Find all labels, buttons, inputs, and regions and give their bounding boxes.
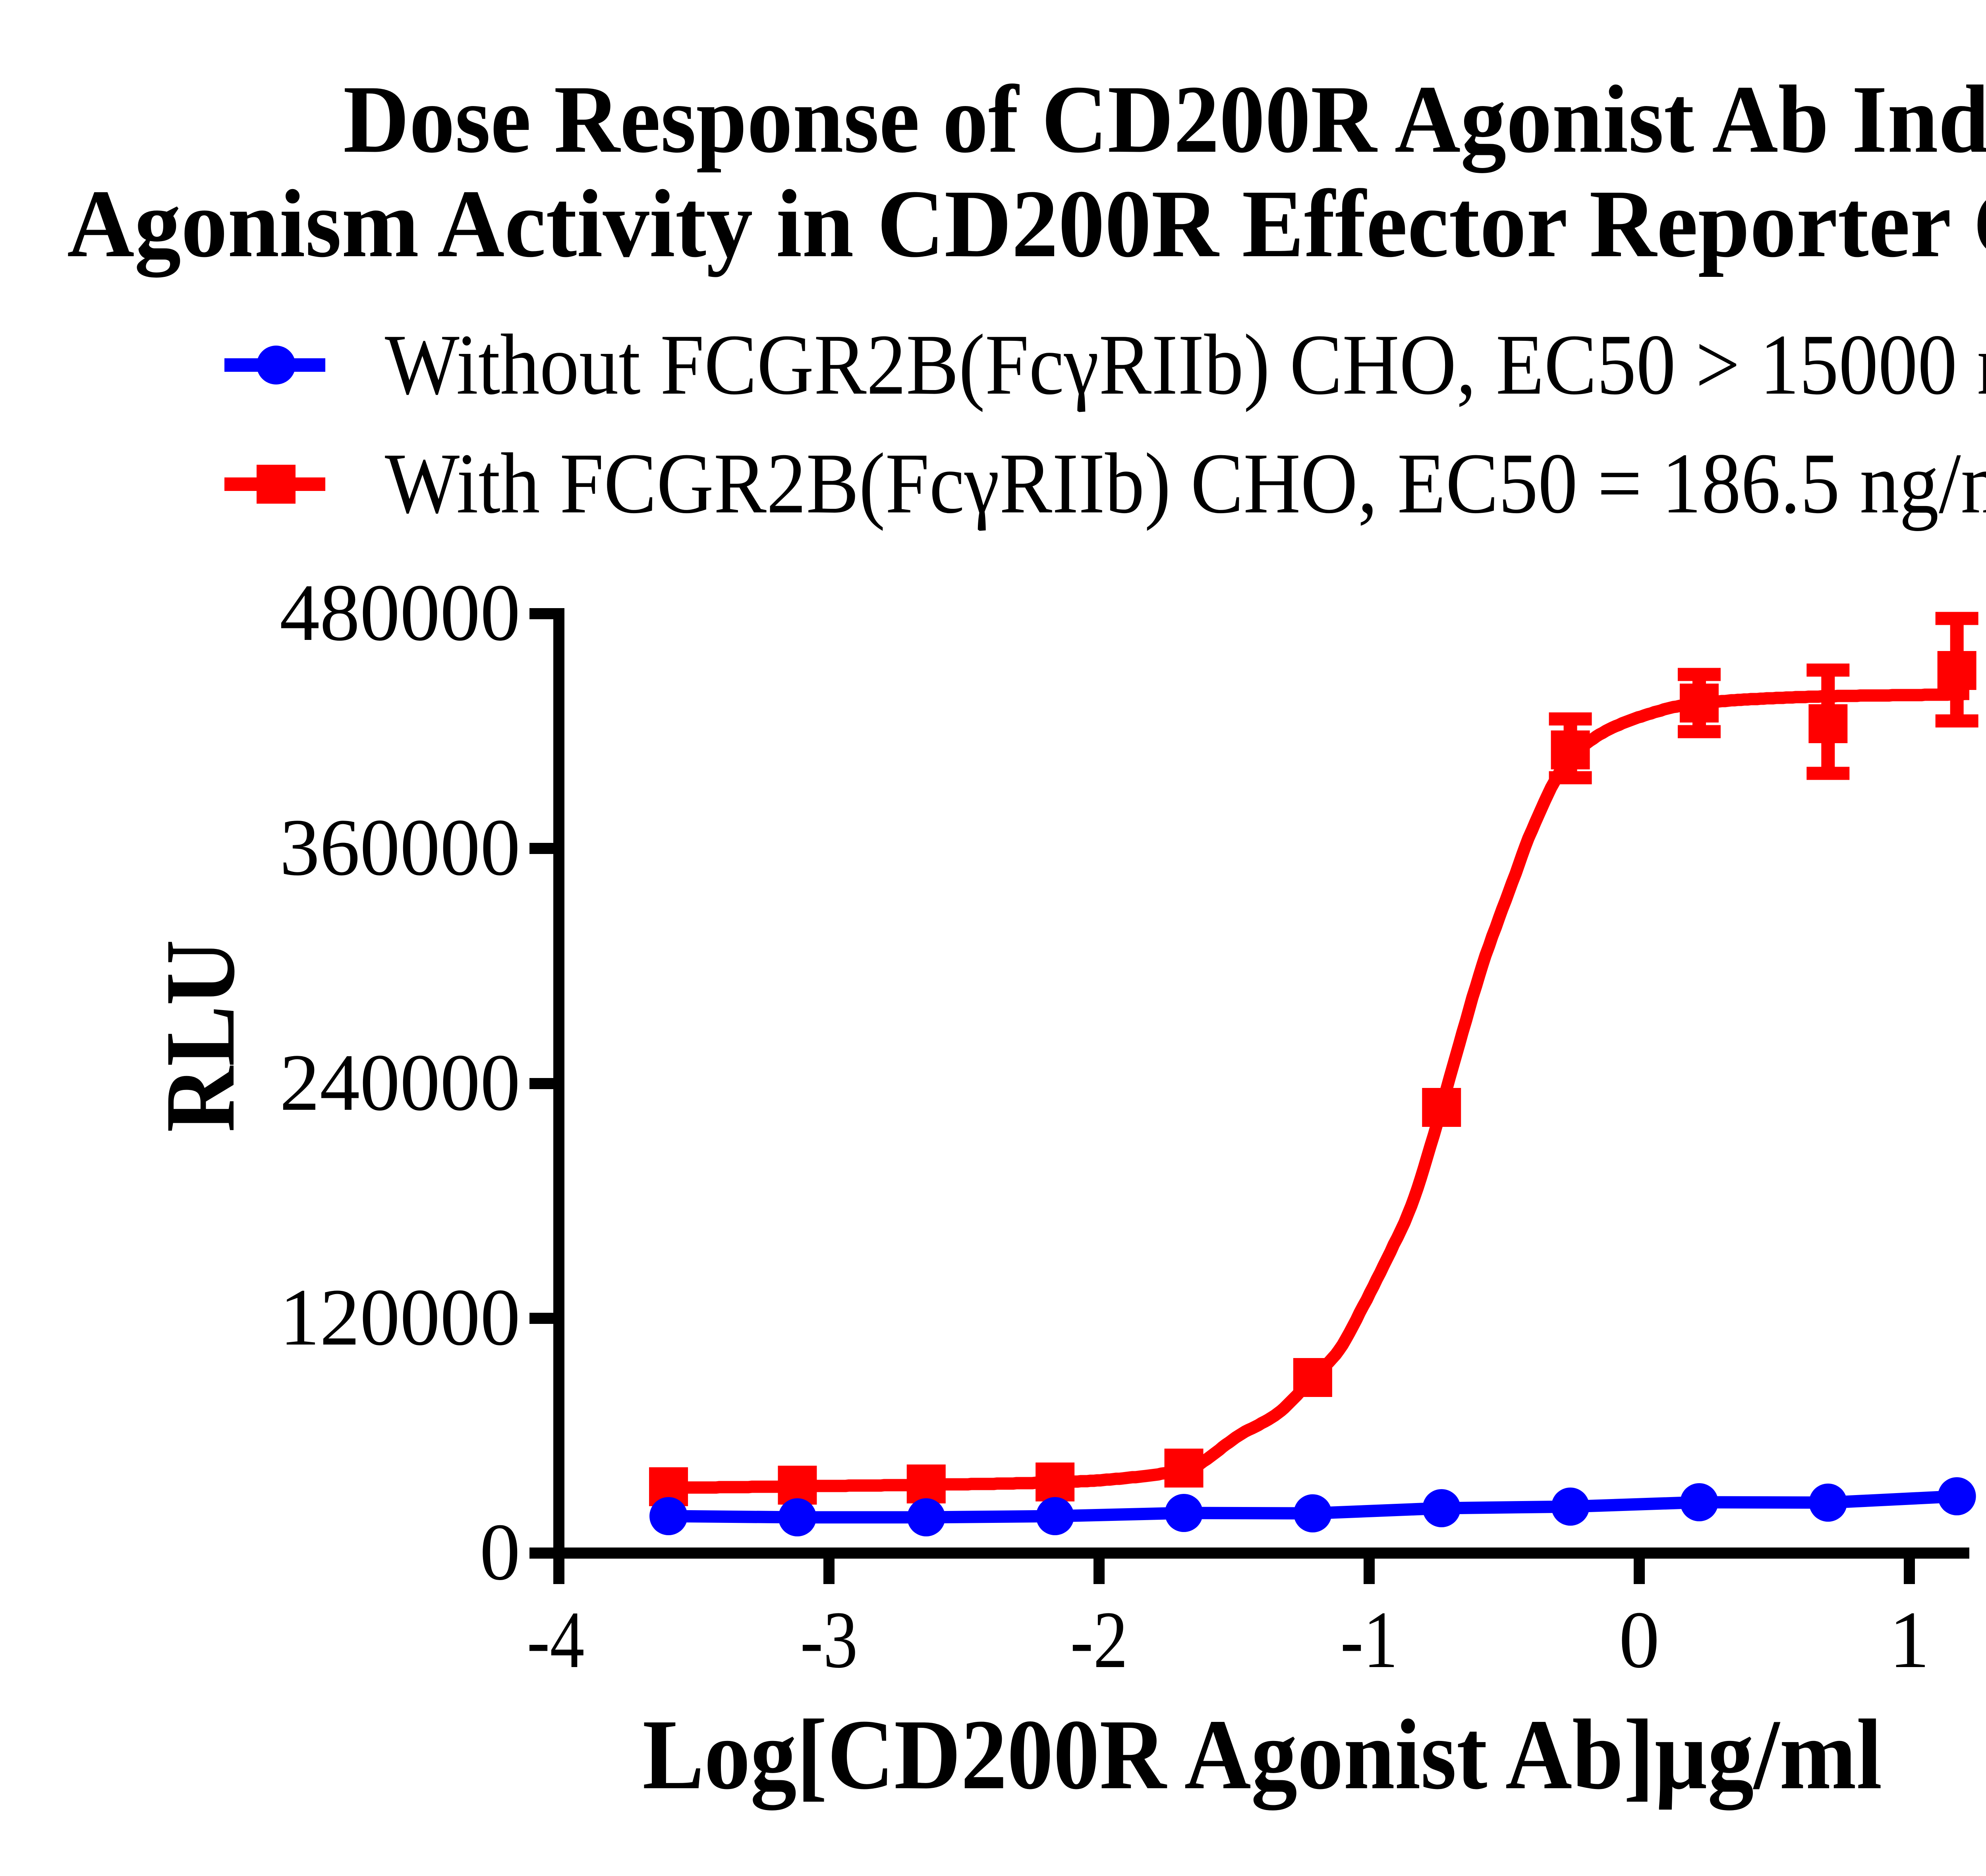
svg-text:With FCGR2B(FcγRIIb) CHO, EC50: With FCGR2B(FcγRIIb) CHO, EC50 = 186.5 n… — [385, 436, 1986, 531]
svg-text:Dose Response of CD200R Agonis: Dose Response of CD200R Agonist Ab Induc… — [343, 66, 1986, 173]
svg-text:360000: 360000 — [280, 802, 520, 893]
svg-text:120000: 120000 — [280, 1272, 520, 1362]
svg-text:-4: -4 — [527, 1595, 585, 1685]
svg-text:480000: 480000 — [280, 568, 520, 658]
svg-text:0: 0 — [1619, 1595, 1660, 1685]
svg-text:Agonism Activity in CD200R Eff: Agonism Activity in CD200R Effector Repo… — [67, 170, 1986, 278]
svg-text:-2: -2 — [1070, 1595, 1128, 1685]
svg-text:-3: -3 — [800, 1595, 858, 1685]
svg-text:240000: 240000 — [280, 1037, 520, 1128]
svg-text:Without FCGR2B(FcγRIIb) CHO, E: Without FCGR2B(FcγRIIb) CHO, EC50 > 1500… — [385, 317, 1986, 413]
svg-text:RLU: RLU — [145, 940, 255, 1132]
svg-text:-1: -1 — [1341, 1595, 1398, 1685]
svg-text:Log[CD200R Agonist Ab]µg/ml: Log[CD200R Agonist Ab]µg/ml — [643, 1699, 1882, 1810]
svg-text:0: 0 — [480, 1507, 521, 1597]
svg-text:1: 1 — [1889, 1595, 1930, 1685]
